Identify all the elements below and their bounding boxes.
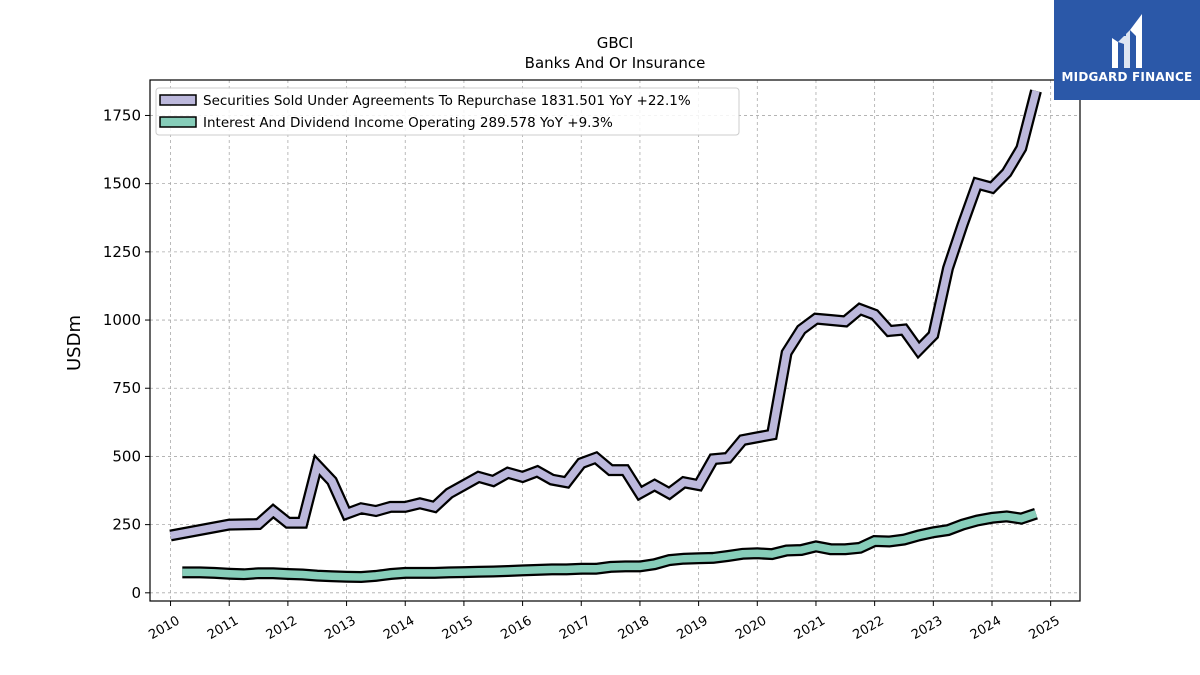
legend: Securities Sold Under Agreements To Repu… xyxy=(155,87,740,136)
x-axis: 2010 2011 2012 2013 2014 2015 2016 2017 2018 2019… xyxy=(146,601,1063,643)
x-tick-label: 2016 xyxy=(498,613,534,643)
x-tick-label: 2015 xyxy=(440,613,476,643)
grid xyxy=(150,80,1080,601)
y-tick-label: 1250 xyxy=(103,243,141,261)
x-tick-label: 2012 xyxy=(264,613,300,643)
x-tick-label: 2024 xyxy=(968,613,1004,643)
logo-mark-icon xyxy=(1112,14,1142,68)
y-tick-label: 250 xyxy=(112,516,141,534)
x-tick-label: 2025 xyxy=(1027,613,1063,643)
legend-box xyxy=(155,87,740,136)
x-tick-label: 2020 xyxy=(733,613,769,643)
y-tick-label: 0 xyxy=(131,584,141,602)
y-tick-label: 1500 xyxy=(103,175,141,193)
series-2 xyxy=(182,508,1038,584)
chart-title: GBCI xyxy=(597,34,634,52)
x-tick-label: 2011 xyxy=(205,613,241,643)
x-tick-label: 2023 xyxy=(909,613,945,643)
series-line xyxy=(182,510,1038,581)
x-tick-label: 2022 xyxy=(850,613,886,643)
plot-frame xyxy=(149,79,1081,602)
y-axis: 0 250 500 750 1000 1250 1500 1750 xyxy=(103,106,150,602)
legend-swatch xyxy=(159,116,197,128)
y-tick-label: 500 xyxy=(112,447,141,465)
x-tick-label: 2017 xyxy=(557,613,593,643)
y-axis-label: USDm xyxy=(64,315,85,371)
y-tick-label: 750 xyxy=(112,379,141,397)
series-line xyxy=(169,89,1040,540)
logo-text: MIDGARD FINANCE xyxy=(1061,70,1193,84)
x-tick-label: 2018 xyxy=(616,613,652,643)
legend-swatch xyxy=(159,94,197,106)
x-tick-label: 2014 xyxy=(381,613,417,643)
brand-logo: MIDGARD FINANCE xyxy=(1054,0,1200,100)
chart-subtitle: Banks And Or Insurance xyxy=(525,54,706,72)
x-tick-label: 2019 xyxy=(674,613,710,643)
legend-label: Securities Sold Under Agreements To Repu… xyxy=(203,93,691,109)
series-1 xyxy=(169,89,1042,542)
series-layer xyxy=(169,89,1042,584)
x-tick-label: 2013 xyxy=(322,613,358,643)
x-tick-label: 2021 xyxy=(792,613,828,643)
x-tick-label: 2010 xyxy=(146,613,182,643)
y-tick-label: 1750 xyxy=(103,106,141,124)
legend-label: Interest And Dividend Income Operating 2… xyxy=(203,115,613,131)
y-tick-label: 1000 xyxy=(103,311,141,329)
